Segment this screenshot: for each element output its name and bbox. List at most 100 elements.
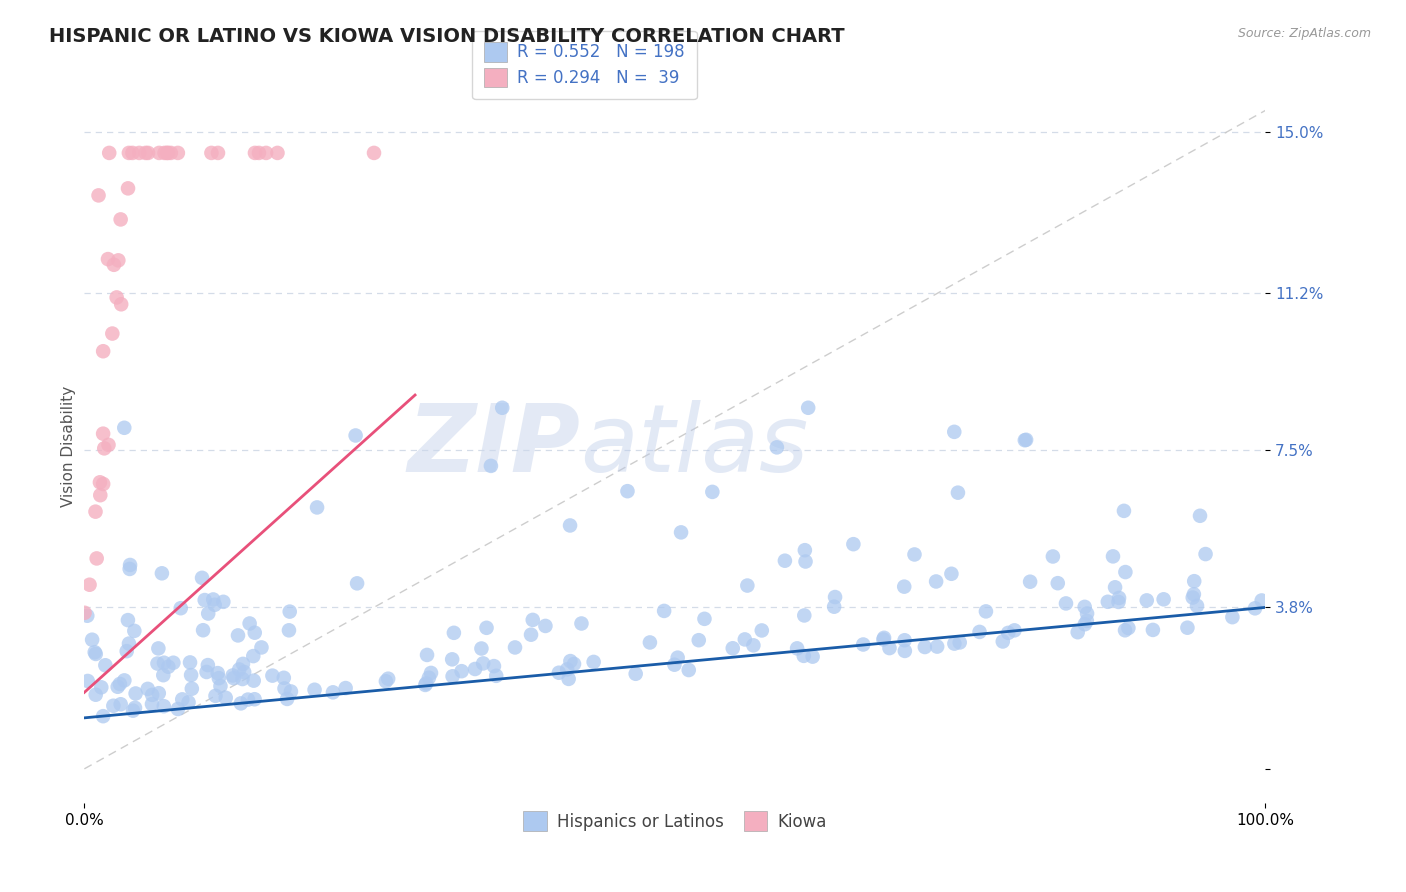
Point: [94, 658, 117, 673]
Point: [208, 671, 231, 685]
Point: [209, 679, 232, 693]
Point: [222, 668, 245, 682]
Point: [122, 704, 145, 718]
Point: [156, 145, 179, 160]
Point: [243, 692, 266, 706]
Point: [346, 576, 368, 591]
Point: [195, 665, 218, 679]
Point: [167, 702, 190, 716]
Point: [153, 145, 176, 160]
Point: [141, 688, 163, 702]
Point: [136, 145, 159, 160]
Point: [441, 652, 464, 666]
Point: [786, 641, 808, 656]
Point: [262, 668, 284, 682]
Point: [162, 656, 184, 670]
Point: [110, 297, 132, 311]
Point: [159, 145, 181, 160]
Legend: Hispanics or Latinos, Kiowa: Hispanics or Latinos, Kiowa: [517, 805, 832, 838]
Point: [120, 558, 142, 572]
Point: [124, 686, 146, 700]
Point: [482, 659, 505, 673]
Point: [873, 631, 896, 645]
Point: [737, 578, 759, 592]
Point: [135, 145, 157, 160]
Point: [98, 145, 121, 160]
Point: [146, 657, 169, 671]
Point: [949, 635, 972, 649]
Point: [148, 686, 170, 700]
Point: [232, 657, 254, 671]
Point: [344, 428, 367, 442]
Point: [464, 662, 486, 676]
Point: [652, 604, 675, 618]
Text: ZIP: ZIP: [408, 400, 581, 492]
Point: [801, 649, 824, 664]
Point: [472, 657, 495, 671]
Point: [177, 695, 200, 709]
Point: [1097, 595, 1119, 609]
Point: [1182, 574, 1205, 589]
Point: [112, 673, 135, 688]
Point: [1014, 434, 1036, 448]
Point: [669, 525, 692, 540]
Point: [638, 635, 661, 649]
Point: [534, 619, 557, 633]
Point: [418, 671, 440, 685]
Point: [110, 698, 132, 712]
Point: [520, 628, 543, 642]
Point: [1054, 596, 1077, 610]
Point: [148, 641, 170, 656]
Point: [1182, 587, 1205, 601]
Point: [128, 145, 150, 160]
Point: [522, 613, 544, 627]
Point: [1019, 574, 1042, 589]
Point: [91, 477, 114, 491]
Point: [927, 640, 949, 654]
Point: [276, 692, 298, 706]
Point: [946, 485, 969, 500]
Point: [124, 701, 146, 715]
Point: [141, 697, 163, 711]
Point: [702, 484, 724, 499]
Point: [304, 682, 326, 697]
Point: [693, 612, 716, 626]
Point: [793, 608, 815, 623]
Point: [86, 551, 108, 566]
Point: [664, 657, 686, 672]
Point: [443, 625, 465, 640]
Point: [226, 628, 249, 642]
Point: [624, 666, 647, 681]
Point: [156, 145, 179, 160]
Point: [236, 692, 259, 706]
Point: [1142, 623, 1164, 637]
Point: [254, 145, 277, 160]
Text: HISPANIC OR LATINO VS KIOWA VISION DISABILITY CORRELATION CHART: HISPANIC OR LATINO VS KIOWA VISION DISAB…: [49, 27, 845, 45]
Point: [207, 145, 229, 160]
Point: [969, 624, 991, 639]
Point: [721, 641, 744, 656]
Point: [1067, 625, 1090, 640]
Point: [243, 625, 266, 640]
Y-axis label: Vision Disability: Vision Disability: [60, 385, 76, 507]
Point: [117, 181, 139, 195]
Point: [1074, 617, 1097, 632]
Point: [1250, 593, 1272, 607]
Point: [200, 145, 222, 160]
Point: [107, 680, 129, 694]
Point: [1114, 624, 1136, 638]
Point: [191, 624, 214, 638]
Point: [167, 145, 190, 160]
Point: [273, 681, 295, 696]
Point: [485, 669, 508, 683]
Point: [1076, 607, 1098, 621]
Point: [562, 657, 585, 671]
Point: [84, 505, 107, 519]
Point: [1188, 508, 1211, 523]
Point: [197, 658, 219, 673]
Point: [273, 671, 295, 685]
Point: [941, 566, 963, 581]
Point: [1112, 504, 1135, 518]
Point: [475, 621, 498, 635]
Point: [87, 188, 110, 202]
